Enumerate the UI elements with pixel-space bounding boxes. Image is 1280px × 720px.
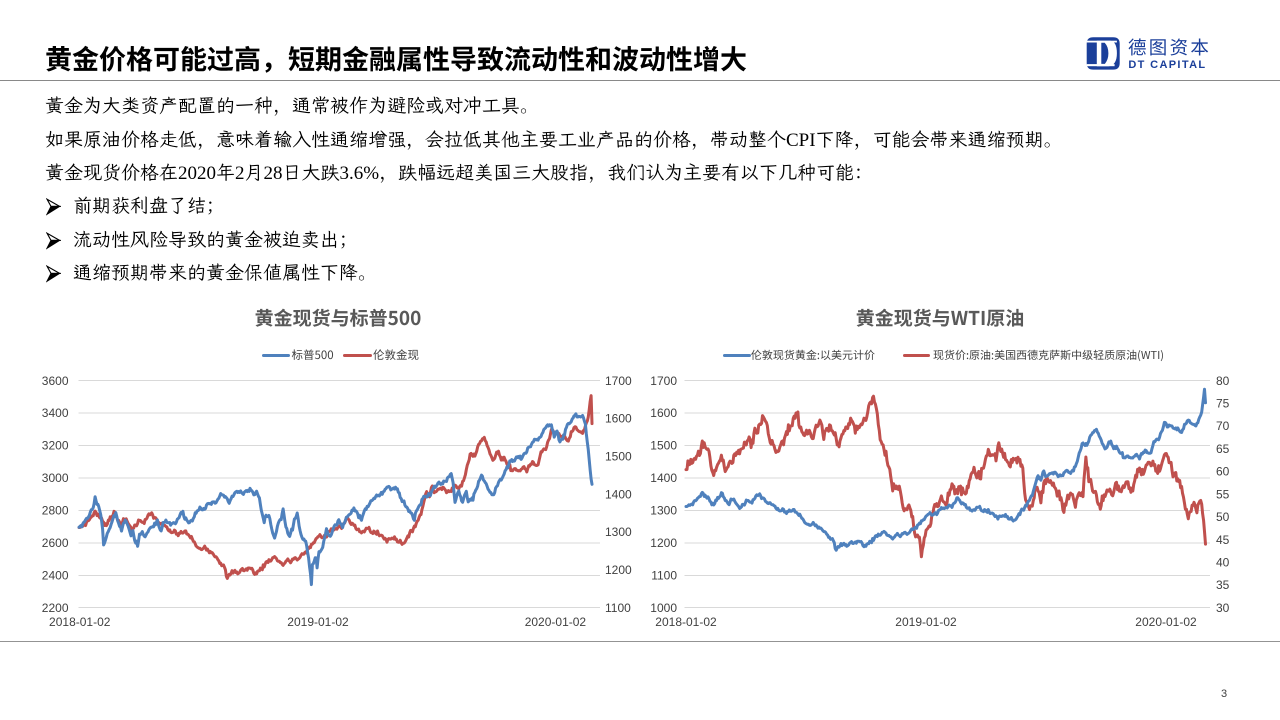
svg-text:2020-01-02: 2020-01-02 <box>525 615 587 629</box>
svg-text:1600: 1600 <box>650 406 677 420</box>
svg-text:2018-01-02: 2018-01-02 <box>49 615 111 629</box>
svg-text:1000: 1000 <box>650 601 677 615</box>
svg-text:2600: 2600 <box>42 536 69 550</box>
svg-text:40: 40 <box>1216 556 1230 570</box>
svg-text:75: 75 <box>1216 397 1230 411</box>
svg-text:1700: 1700 <box>605 374 632 388</box>
svg-text:1700: 1700 <box>650 374 677 388</box>
svg-text:55: 55 <box>1216 487 1230 501</box>
svg-text:45: 45 <box>1216 533 1230 547</box>
svg-text:2200: 2200 <box>42 601 69 615</box>
svg-text:1400: 1400 <box>650 471 677 485</box>
svg-text:30: 30 <box>1216 601 1230 615</box>
svg-text:2800: 2800 <box>42 504 69 518</box>
svg-text:70: 70 <box>1216 419 1230 433</box>
svg-text:3000: 3000 <box>42 471 69 485</box>
svg-text:1300: 1300 <box>605 525 632 539</box>
svg-text:1100: 1100 <box>651 569 677 583</box>
svg-text:2019-01-02: 2019-01-02 <box>895 615 957 629</box>
svg-text:35: 35 <box>1216 578 1230 592</box>
svg-text:80: 80 <box>1216 374 1230 388</box>
svg-text:3400: 3400 <box>42 406 69 420</box>
svg-text:50: 50 <box>1216 510 1230 524</box>
svg-text:2020-01-02: 2020-01-02 <box>1135 615 1197 629</box>
svg-text:3600: 3600 <box>42 374 69 388</box>
svg-text:1400: 1400 <box>605 487 632 501</box>
svg-text:1300: 1300 <box>650 504 677 518</box>
svg-text:60: 60 <box>1216 465 1230 479</box>
svg-text:2019-01-02: 2019-01-02 <box>287 615 349 629</box>
svg-text:1500: 1500 <box>605 450 632 464</box>
svg-text:1200: 1200 <box>650 536 677 550</box>
svg-text:2018-01-02: 2018-01-02 <box>655 615 717 629</box>
svg-text:65: 65 <box>1216 442 1230 456</box>
svg-text:1100: 1100 <box>605 601 631 615</box>
svg-text:1600: 1600 <box>605 412 632 426</box>
svg-text:1200: 1200 <box>605 563 632 577</box>
svg-text:3200: 3200 <box>42 439 69 453</box>
svg-text:2400: 2400 <box>42 569 69 583</box>
svg-text:1500: 1500 <box>650 439 677 453</box>
